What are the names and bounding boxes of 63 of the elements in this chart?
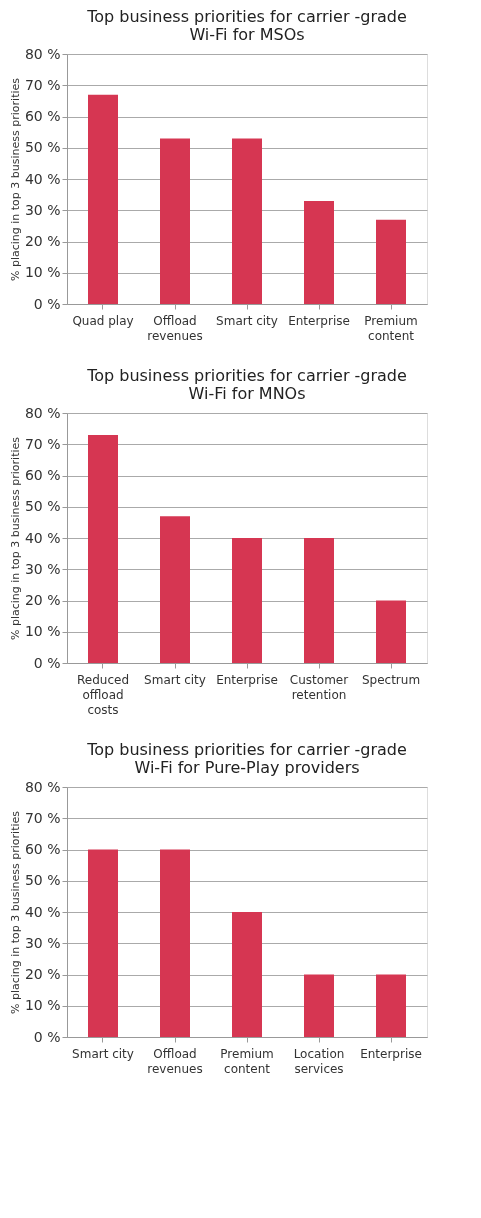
y-axis-title: % placing in top 3 business priorities xyxy=(8,436,22,641)
y-tick-label: 40 % xyxy=(24,170,61,187)
y-tick-label: 50 % xyxy=(24,139,61,156)
y-tick-label: 80 % xyxy=(24,778,61,795)
y-tick-label: 70 % xyxy=(24,435,61,452)
x-tick-label: Premium content xyxy=(220,1046,274,1076)
y-tick-label: 70 % xyxy=(24,76,61,93)
x-tick-label: Enterprise xyxy=(360,1046,422,1061)
bar xyxy=(376,974,406,1037)
y-axis-title: % placing in top 3 business priorities xyxy=(8,77,22,282)
x-tick-label: Spectrum xyxy=(361,672,421,687)
x-tick-label: Enterprise xyxy=(288,313,350,328)
bar xyxy=(304,200,334,304)
y-tick-label: 60 % xyxy=(24,841,61,857)
x-tick-label: Enterprise xyxy=(216,672,278,687)
chart-title: Top business priorities for carrier -grade Wi-Fi for MNOs xyxy=(86,366,407,403)
y-tick-label: 30 % xyxy=(24,560,61,577)
x-tick-label: Offload revenues xyxy=(147,313,203,343)
y-tick-label: 10 % xyxy=(24,264,61,281)
y-tick-label: 0 % xyxy=(33,295,61,312)
x-tick-label: Smart city xyxy=(144,672,206,687)
x-tick-label: Premium content xyxy=(364,313,418,343)
bar xyxy=(88,434,118,663)
bar xyxy=(160,516,190,663)
bar xyxy=(304,974,334,1037)
y-tick-label: 70 % xyxy=(24,809,61,826)
bar xyxy=(232,912,262,1037)
bar xyxy=(304,538,334,663)
y-tick-label: 10 % xyxy=(24,997,61,1014)
y-tick-label: 10 % xyxy=(24,623,61,640)
bar xyxy=(376,219,406,304)
y-tick-label: 0 % xyxy=(33,1028,61,1045)
bar xyxy=(232,538,262,663)
y-tick-label: 20 % xyxy=(24,233,61,249)
bar xyxy=(232,138,262,304)
x-tick-label: Smart city xyxy=(72,1046,134,1061)
x-tick-label: Customer retention xyxy=(289,672,349,702)
y-tick-label: 50 % xyxy=(24,498,61,515)
y-tick-label: 20 % xyxy=(24,966,61,982)
y-tick-label: 30 % xyxy=(24,201,61,218)
bar xyxy=(160,138,190,304)
x-tick-label: Reduced offload costs xyxy=(76,672,130,717)
bar xyxy=(160,849,190,1037)
y-tick-label: 0 % xyxy=(33,654,61,671)
x-tick-label: Quad play xyxy=(72,313,134,328)
bar xyxy=(376,600,406,663)
chart-title: Top business priorities for carrier -grade Wi-Fi for Pure-Play providers xyxy=(86,740,407,777)
y-tick-label: 80 % xyxy=(24,404,61,421)
chart-title: Top business priorities for carrier -grade Wi-Fi for MSOs xyxy=(86,7,407,44)
y-tick-label: 30 % xyxy=(24,934,61,951)
y-axis-title: % placing in top 3 business priorities xyxy=(8,810,22,1015)
y-tick-label: 20 % xyxy=(24,592,61,608)
x-tick-label: Smart city xyxy=(216,313,278,328)
y-tick-label: 60 % xyxy=(24,108,61,124)
y-tick-label: 80 % xyxy=(24,45,61,62)
y-tick-label: 50 % xyxy=(24,872,61,889)
y-tick-label: 40 % xyxy=(24,529,61,546)
x-tick-label: Offload revenues xyxy=(147,1046,203,1076)
y-tick-label: 60 % xyxy=(24,467,61,483)
y-tick-label: 40 % xyxy=(24,903,61,920)
bar xyxy=(88,849,118,1037)
x-tick-label: Location services xyxy=(293,1046,345,1076)
bar xyxy=(88,94,118,304)
